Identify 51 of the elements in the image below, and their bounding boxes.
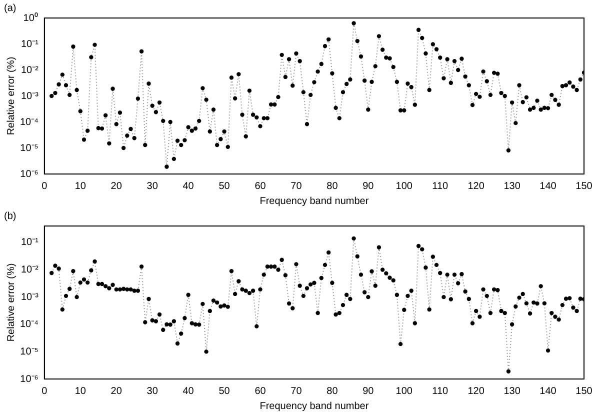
x-tick-label: 130 — [504, 180, 521, 192]
x-tick-label: 60 — [254, 386, 266, 397]
chart-title: (b) — [4, 210, 16, 222]
x-tick-label: 60 — [254, 180, 266, 192]
x-tick-label: 80 — [326, 386, 338, 397]
x-tick-label: 0 — [42, 180, 48, 192]
y-tick-label: 10⁻⁴ — [20, 116, 38, 128]
x-tick-label: 140 — [540, 386, 557, 397]
x-tick-label: 30 — [146, 180, 158, 192]
x-tick-label: 50 — [218, 180, 230, 192]
x-tick-label: 80 — [326, 180, 338, 192]
y-tick-label: 10⁻⁶ — [20, 168, 38, 180]
x-tick-label: 150 — [576, 386, 593, 397]
x-tick-label: 90 — [362, 386, 374, 397]
y-tick-label: 10⁻¹ — [20, 237, 40, 248]
x-tick-label: 10 — [74, 386, 86, 397]
x-tick-label: 40 — [182, 180, 194, 192]
y-tick-label: 10⁻⁵ — [20, 346, 38, 358]
x-tick-label: 100 — [396, 386, 413, 397]
y-tick-label: 10⁻³ — [20, 90, 40, 102]
chart-title: (a) — [4, 2, 16, 14]
y-tick-label: 10⁻¹ — [20, 38, 40, 50]
x-tick-label: 120 — [468, 386, 485, 397]
x-tick-label: 140 — [540, 180, 557, 192]
x-tick-label: 120 — [468, 180, 485, 192]
x-tick-label: 130 — [504, 386, 521, 397]
y-tick-label: 10⁻⁵ — [20, 142, 38, 154]
y-tick-label: 10⁻⁴ — [20, 319, 38, 330]
x-tick-label: 70 — [290, 386, 302, 397]
x-tick-label: 20 — [110, 180, 122, 192]
y-tick-label: 10⁻² — [20, 64, 40, 76]
x-tick-label: 0 — [42, 386, 48, 397]
x-axis-title: Frequency band number — [260, 400, 370, 412]
y-tick-label: 10⁰ — [23, 12, 38, 24]
x-tick-label: 90 — [362, 180, 374, 192]
x-tick-label: 70 — [290, 180, 302, 192]
y-tick-label: 10⁻⁶ — [20, 374, 38, 385]
x-tick-label: 10 — [74, 180, 86, 192]
x-tick-label: 100 — [396, 180, 413, 192]
y-axis-title: Relative error (%) — [6, 56, 17, 136]
x-axis-title: Frequency band number — [260, 196, 370, 207]
x-tick-label: 150 — [576, 180, 593, 192]
y-tick-label: 10⁻³ — [20, 292, 40, 303]
y-axis-title: Relative error (%) — [6, 263, 17, 342]
x-tick-label: 30 — [146, 386, 158, 397]
x-tick-label: 50 — [218, 386, 230, 397]
x-tick-label: 110 — [432, 386, 449, 397]
y-tick-label: 10⁻² — [20, 264, 40, 276]
x-tick-label: 20 — [110, 386, 122, 397]
x-tick-label: 40 — [182, 386, 194, 397]
x-tick-label: 110 — [432, 180, 449, 192]
